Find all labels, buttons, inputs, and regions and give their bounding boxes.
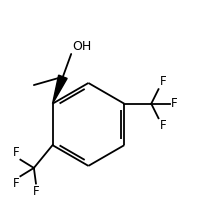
Text: OH: OH (72, 40, 92, 53)
Text: F: F (160, 119, 166, 132)
Text: F: F (160, 75, 166, 88)
Text: F: F (171, 97, 178, 110)
Text: F: F (33, 185, 39, 198)
Polygon shape (52, 75, 67, 104)
Text: F: F (13, 177, 19, 190)
Text: F: F (13, 146, 19, 159)
